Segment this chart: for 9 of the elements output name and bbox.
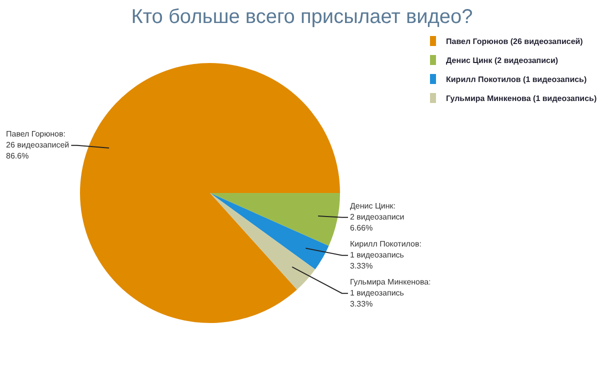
legend-label: Павел Горюнов (26 видеозаписей) — [446, 36, 583, 46]
legend-label: Кирилл Покотилов (1 видеозапись) — [446, 74, 587, 84]
data-label: Гульмира Минкенова: 1 видеозапись 3.33% — [350, 278, 431, 309]
data-label: Денис Цинк: 2 видеозаписи 6.66% — [350, 202, 404, 233]
legend-label: Гульмира Минкенова (1 видеозапись) — [446, 94, 597, 102]
data-label: Павел Горюнов: 26 видеозаписей 86.6% — [6, 130, 70, 161]
data-label: Кирилл Покотилов: 1 видеозапись 3.33% — [350, 240, 422, 271]
legend-label: Денис Цинк (2 видеозаписи) — [446, 56, 558, 64]
chart-title: Кто больше всего присылает видео? — [130, 6, 474, 29]
